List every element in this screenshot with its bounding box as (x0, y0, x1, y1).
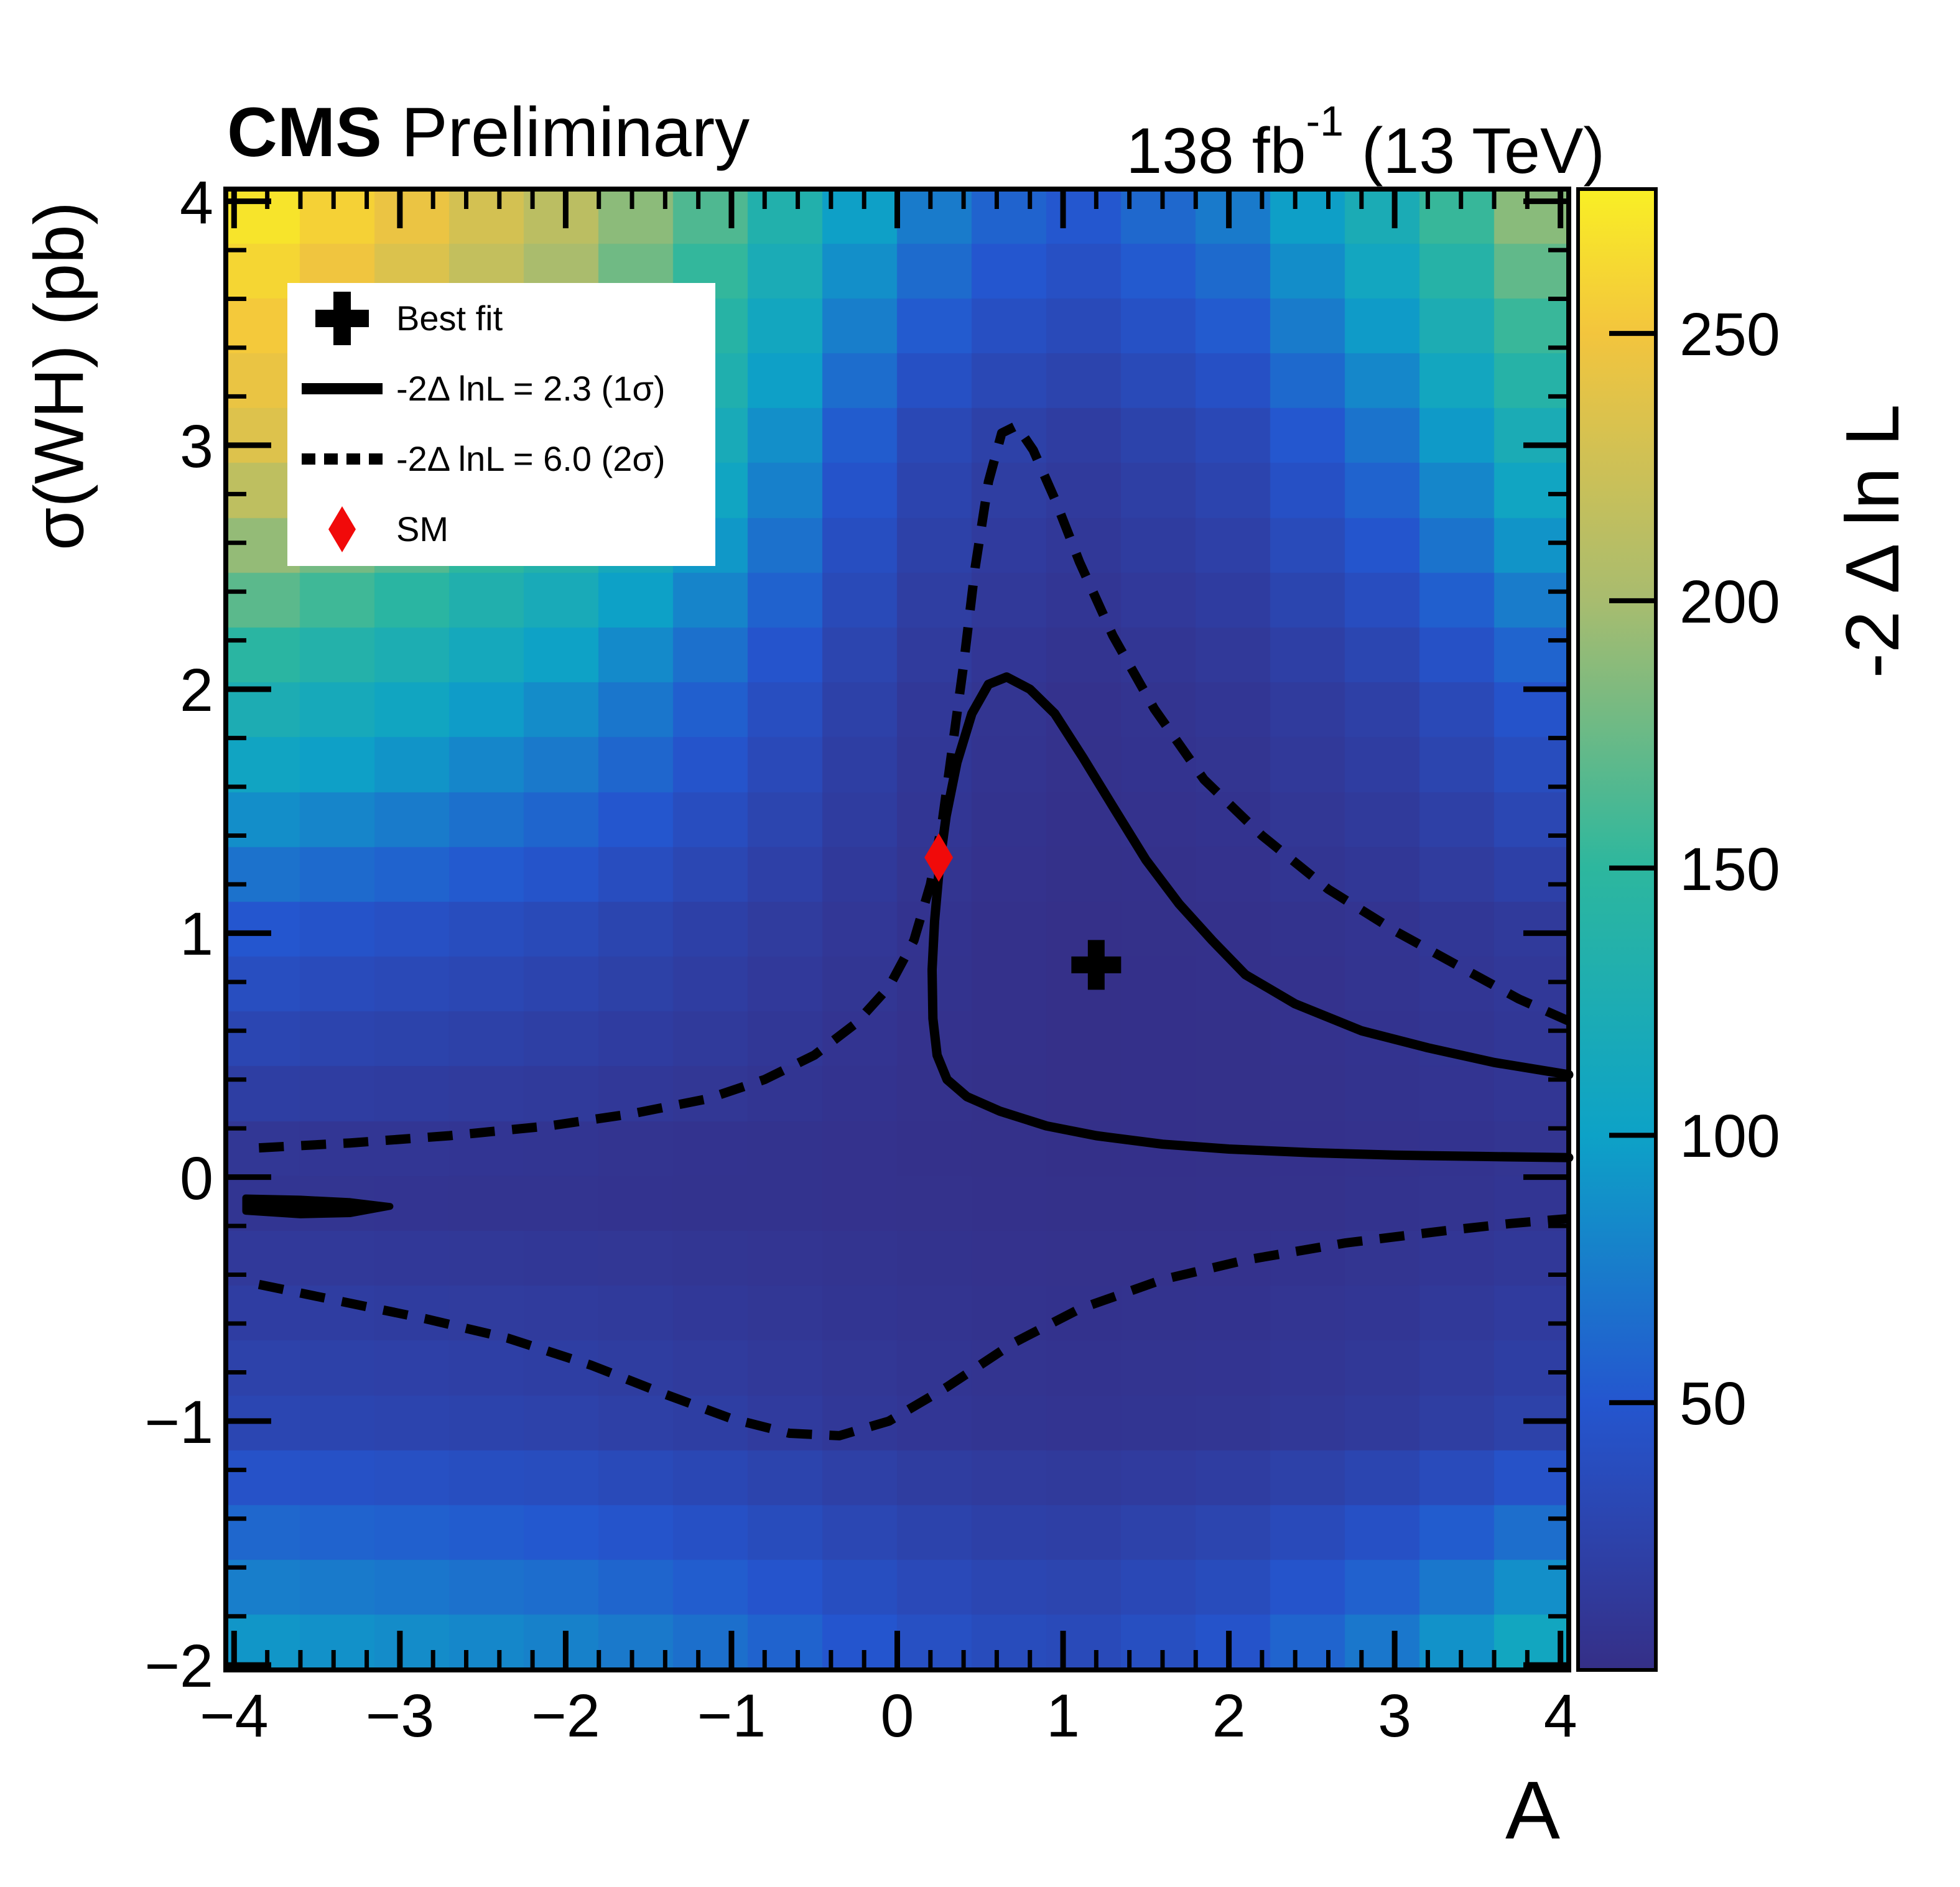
legend-label: -2Δ lnL = 6.0 (2σ) (396, 439, 666, 478)
legend-item-1sigma: -2Δ lnL = 2.3 (1σ) (287, 353, 715, 424)
x-axis-title: A (1505, 1764, 1561, 1856)
x-tick-label: 3 (1378, 1682, 1412, 1750)
colorbar-gradient (1578, 189, 1656, 1670)
dashed-contour-icon (287, 453, 396, 465)
x-tick-label: −2 (531, 1682, 600, 1750)
legend-label: -2Δ lnL = 2.3 (1σ) (396, 369, 666, 408)
y-tick-label: 1 (180, 900, 213, 968)
x-tick-label: −3 (365, 1682, 435, 1750)
colorbar-title: -2 Δ ln L (1830, 404, 1915, 679)
x-tick-label: 1 (1046, 1682, 1080, 1750)
lumi-value: 138 fb (1126, 115, 1306, 187)
legend-item-best-fit: Best fit (287, 283, 715, 353)
legend-label: Best fit (396, 299, 503, 338)
best-fit-cross-icon (287, 291, 396, 345)
x-tick-label: 0 (880, 1682, 914, 1750)
x-tick-label: −1 (697, 1682, 766, 1750)
z-tick-label: 250 (1679, 300, 1780, 369)
z-tick-label: 50 (1679, 1370, 1747, 1438)
legend-label: SM (396, 509, 448, 549)
legend-item-2sigma: -2Δ lnL = 6.0 (2σ) (287, 424, 715, 494)
z-tick-label: 200 (1679, 567, 1780, 636)
y-axis-title: σ(WH) (pb) (20, 202, 98, 550)
lumi-exponent: -1 (1306, 98, 1344, 145)
y-tick-label: 3 (180, 412, 213, 480)
solid-contour-icon (287, 382, 396, 394)
x-tick-label: 4 (1543, 1682, 1577, 1750)
x-tick-label: 2 (1212, 1682, 1246, 1750)
lumi-energy-header: 138 fb-1 (13 TeV) (871, 97, 1605, 188)
sm-diamond-icon (287, 506, 396, 552)
y-tick-label: −1 (144, 1388, 213, 1456)
cms-label: CMS (227, 93, 382, 171)
energy-value: (13 TeV) (1343, 115, 1605, 187)
legend-box: Best fit -2Δ lnL = 2.3 (1σ) -2Δ lnL = 6.… (287, 283, 715, 566)
legend-item-sm: SM (287, 494, 715, 564)
y-tick-label: 4 (180, 168, 213, 236)
z-tick-label: 100 (1679, 1102, 1780, 1171)
experiment-header: CMS Preliminary (227, 92, 750, 172)
preliminary-label: Preliminary (381, 93, 750, 171)
y-tick-label: 0 (180, 1144, 213, 1212)
z-tick-label: 150 (1679, 835, 1780, 903)
y-tick-label: −2 (144, 1632, 213, 1700)
y-tick-label: 2 (180, 656, 213, 725)
x-tick-label: −4 (200, 1682, 269, 1750)
